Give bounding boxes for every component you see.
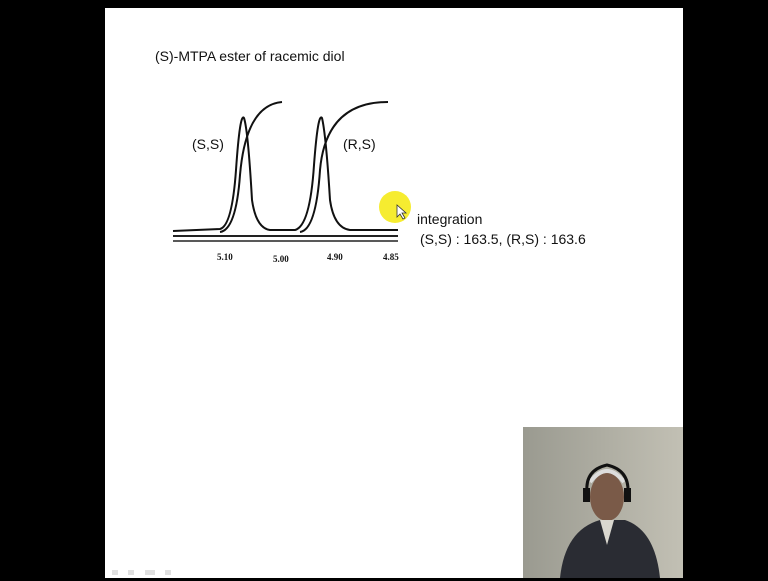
peak-label: (S,S) [192,136,224,152]
axis-label: 5.00 [273,254,289,264]
axis-label: 4.85 [383,252,399,262]
integration-heading: integration [417,211,483,227]
slide-title: (S)-MTPA ester of racemic diol [155,48,345,64]
integration-values: (S,S) : 163.5, (R,S) : 163.6 [420,231,586,247]
peak-label: (R,S) [343,136,376,152]
axis-label: 5.10 [217,252,233,262]
axis-label: 4.90 [327,252,343,262]
